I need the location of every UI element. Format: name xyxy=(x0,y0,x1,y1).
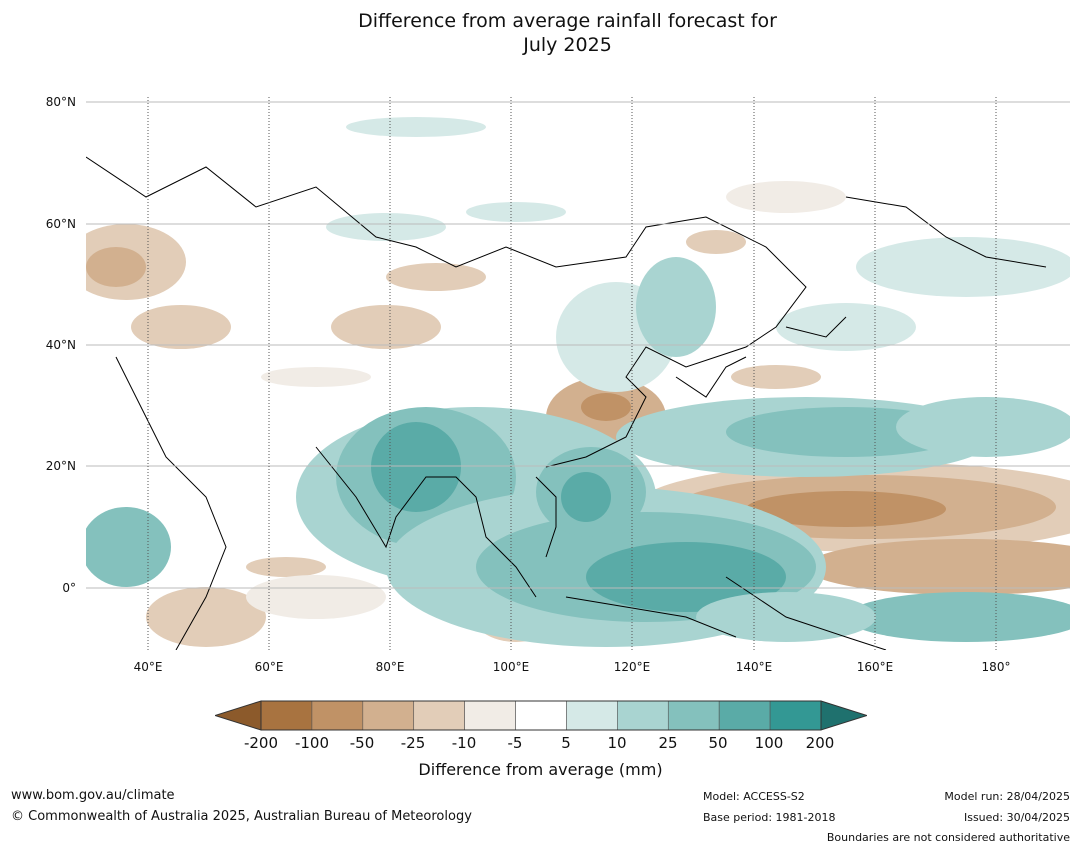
coastlines xyxy=(86,156,1047,650)
colorbar-swatch xyxy=(260,700,313,731)
title-line-2: July 2025 xyxy=(523,34,612,56)
colorbar-swatch xyxy=(311,700,364,731)
lon-label-180: 180° xyxy=(981,660,1011,674)
colorbar-tick: 200 xyxy=(805,734,835,752)
colorbar-extend-high xyxy=(820,700,867,731)
lon-label-60e: 60°E xyxy=(254,660,284,674)
colorbar-tick: 100 xyxy=(754,734,784,752)
colorbar-swatch xyxy=(362,700,415,731)
colorbar-tick: -25 xyxy=(400,734,426,752)
colorbar-tick: 5 xyxy=(561,734,571,752)
colorbar-swatch xyxy=(413,700,465,731)
lat-label-40n: 40°N xyxy=(45,338,76,352)
issued-date: Issued: 30/04/2025 xyxy=(963,811,1070,824)
colorbar-swatch xyxy=(566,700,618,731)
colorbar-tick: -100 xyxy=(294,734,330,752)
graticule xyxy=(86,97,1070,650)
lon-label-40e: 40°E xyxy=(133,660,163,674)
colorbar-extend-low xyxy=(215,700,262,731)
title-line-1: Difference from average rainfall forecas… xyxy=(358,10,777,32)
lon-label-140e: 140°E xyxy=(735,660,773,674)
colorbar-tick: 50 xyxy=(708,734,728,752)
colorbar-swatch xyxy=(617,700,669,731)
lat-label-0: 0° xyxy=(62,581,76,595)
colorbar-swatch xyxy=(515,700,567,731)
colorbar-tick: -200 xyxy=(243,734,279,752)
lon-label-80e: 80°E xyxy=(375,660,405,674)
lon-label-120e: 120°E xyxy=(613,660,651,674)
base-period: Base period: 1981-2018 xyxy=(703,811,836,824)
colorbar-tick: -5 xyxy=(507,734,523,752)
model-run-date: Model run: 28/04/2025 xyxy=(944,790,1070,803)
colorbar-tick: 10 xyxy=(607,734,627,752)
colorbar-tick: -50 xyxy=(349,734,375,752)
forecast-map xyxy=(86,97,1070,650)
colorbar xyxy=(215,700,867,731)
colorbar-swatch xyxy=(769,700,822,731)
map-canvas xyxy=(86,97,1070,650)
colorbar-tick: 25 xyxy=(658,734,678,752)
colorbar-label: Difference from average (mm) xyxy=(418,760,663,779)
website-link[interactable]: www.bom.gov.au/climate xyxy=(11,788,175,803)
model-name: Model: ACCESS-S2 xyxy=(703,790,805,803)
copyright-text: © Commonwealth of Australia 2025, Austra… xyxy=(11,809,472,824)
boundary-disclaimer: Boundaries are not considered authoritat… xyxy=(826,831,1070,844)
colorbar-tick: -10 xyxy=(451,734,477,752)
colorbar-swatch xyxy=(667,700,720,731)
lat-label-20n: 20°N xyxy=(45,459,76,473)
colorbar-swatch xyxy=(464,700,516,731)
lon-label-160e: 160°E xyxy=(856,660,894,674)
lat-label-80n: 80°N xyxy=(45,95,76,109)
colorbar-swatch xyxy=(718,700,771,731)
map-title: Difference from average rainfall forecas… xyxy=(0,9,1081,57)
lat-label-60n: 60°N xyxy=(45,217,76,231)
lon-label-100e: 100°E xyxy=(492,660,530,674)
